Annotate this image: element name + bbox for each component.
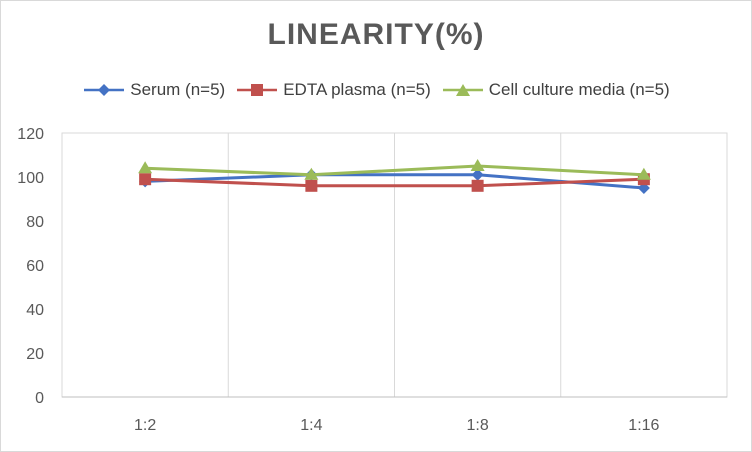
chart-title: LINEARITY(%) (267, 18, 485, 51)
legend-item-cell-culture-media: Cell culture media (n=5) (441, 80, 670, 100)
data-point-square (139, 173, 152, 186)
y-tick-label: 20 (26, 346, 44, 363)
y-tick-label: 40 (26, 302, 44, 319)
legend-label-edta-plasma: EDTA plasma (n=5) (283, 80, 431, 99)
x-tick-label: 1:16 (628, 417, 659, 434)
data-point-triangle (304, 167, 319, 180)
x-tick-label: 1:4 (300, 417, 322, 434)
y-tick-label: 100 (17, 170, 44, 187)
y-tick-label: 80 (26, 214, 44, 231)
y-tick-label: 120 (17, 126, 44, 143)
y-tick-label: 0 (35, 390, 44, 407)
legend-marker-triangle-icon (442, 84, 483, 96)
data-point-square (305, 179, 318, 192)
legend-marker-square-icon (237, 84, 278, 96)
data-point-triangle (470, 159, 485, 171)
x-tick-label: 1:8 (467, 417, 489, 434)
x-tick-label: 1:2 (134, 417, 156, 434)
legend-item-edta-plasma: EDTA plasma (n=5) (235, 80, 431, 100)
legend-label-serum: Serum (n=5) (130, 80, 226, 99)
data-point-square (471, 179, 484, 192)
series-line-1 (145, 177, 644, 188)
y-tick-label: 60 (26, 258, 44, 275)
data-point-triangle (138, 161, 153, 174)
legend-item-serum: Serum (n=5) (82, 80, 225, 100)
legend-label-cell-culture-media: Cell culture media (n=5) (488, 80, 670, 99)
data-point-triangle (636, 167, 651, 180)
legend-marker-diamond-icon (84, 84, 125, 96)
chart-legend: Serum (n=5) EDTA plasma (n=5) Cell cultu… (0, 80, 752, 100)
data-point-diamond (471, 168, 484, 181)
series-line-2 (145, 164, 644, 177)
